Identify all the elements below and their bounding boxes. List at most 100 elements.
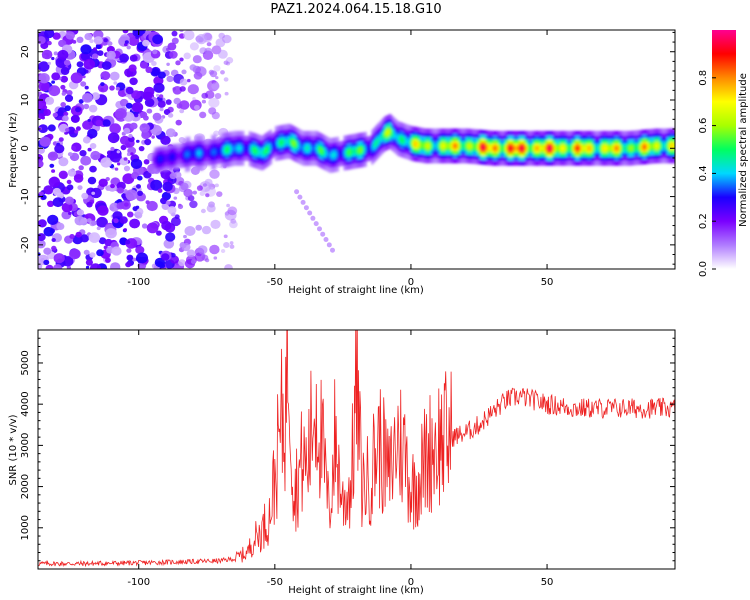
heatmap-cell <box>126 248 132 253</box>
heatmap-cell <box>80 81 87 87</box>
heatmap-cell <box>183 234 187 239</box>
heatmap-cell <box>503 145 506 151</box>
heatmap-cell <box>488 145 491 151</box>
heatmap-cell <box>132 257 137 262</box>
heatmap-cell <box>158 94 164 99</box>
heatmap-cell <box>220 249 226 253</box>
heatmap-cell <box>541 145 544 151</box>
heatmap-cell <box>117 187 124 194</box>
heatmap-cell <box>51 56 55 61</box>
heatmap-cell <box>127 211 134 218</box>
heatmap-cell <box>144 138 152 146</box>
heatmap-cell <box>168 155 171 160</box>
heatmap-cell <box>567 145 570 151</box>
heatmap-cell <box>225 147 228 153</box>
heatmap-cell <box>421 143 424 148</box>
heatmap-cell <box>229 244 235 249</box>
heatmap-cell <box>44 96 55 105</box>
heatmap-cell <box>287 138 291 144</box>
heatmap-cell <box>47 61 51 65</box>
heatmap-cell <box>58 39 67 48</box>
heatmap-cell <box>313 221 319 227</box>
heatmap-cell <box>150 68 160 77</box>
heatmap-cell <box>232 146 235 151</box>
heatmap-cell <box>198 37 204 43</box>
heatmap-cell <box>38 81 50 92</box>
heatmap-cell <box>223 234 228 239</box>
heatmap-cell <box>86 201 93 208</box>
heatmap-cell <box>75 126 81 131</box>
heatmap-cell <box>521 145 524 151</box>
heatmap-cell <box>38 147 45 154</box>
heatmap-cell <box>196 150 199 156</box>
heatmap-cell <box>160 156 163 162</box>
heatmap-cell <box>125 239 131 245</box>
heatmap-cell <box>297 143 300 149</box>
heatmap-cell <box>136 252 148 264</box>
x-tick-label: -50 <box>267 577 283 588</box>
heatmap-cell <box>399 136 402 142</box>
heatmap-cell <box>87 128 98 139</box>
heatmap-cell <box>120 144 127 151</box>
heatmap-cell <box>129 54 138 62</box>
heatmap-cell <box>110 262 121 269</box>
heatmap-cell <box>68 211 72 215</box>
heatmap-cell <box>130 122 138 130</box>
heatmap-cell <box>90 187 102 199</box>
heatmap-cell <box>227 147 230 152</box>
heatmap-cell <box>58 170 68 179</box>
heatmap-cell <box>81 192 89 200</box>
heatmap-cell <box>461 143 464 149</box>
heatmap-cell <box>224 211 230 216</box>
heatmap-cell <box>234 145 237 151</box>
heatmap-cell <box>156 93 160 97</box>
heatmap-cell <box>438 143 441 149</box>
heatmap-cell <box>192 97 196 101</box>
heatmap-cell <box>176 153 179 159</box>
heatmap-cell <box>181 69 187 75</box>
spectrogram-x-axis-label: Height of straight line (km) <box>288 285 424 296</box>
heatmap-cell <box>333 152 336 158</box>
heatmap-cell <box>163 155 166 161</box>
heatmap-cell <box>389 129 392 134</box>
heatmap-cell <box>307 145 310 151</box>
heatmap-cell <box>431 143 434 149</box>
heatmap-cell <box>366 146 369 152</box>
heatmap-cell <box>230 218 237 224</box>
heatmap-cell <box>183 188 193 198</box>
heatmap-cell <box>123 228 127 232</box>
heatmap-cell <box>546 145 549 151</box>
heatmap-cell <box>53 253 65 264</box>
heatmap-cell <box>170 154 173 160</box>
heatmap-cell <box>135 245 145 255</box>
heatmap-cell <box>310 215 316 221</box>
y-tick-label: 10 <box>20 94 31 107</box>
heatmap-cell <box>93 36 103 45</box>
heatmap-cell <box>145 66 153 74</box>
heatmap-cell <box>69 248 81 260</box>
y-tick-label: 4000 <box>20 391 31 416</box>
heatmap-cell <box>70 114 80 123</box>
heatmap-cell <box>131 171 139 179</box>
heatmap-cell <box>639 145 642 150</box>
heatmap-cell <box>229 220 238 229</box>
heatmap-cell <box>125 189 138 201</box>
heatmap-cell <box>117 162 121 166</box>
heatmap-cell <box>281 139 284 145</box>
heatmap-cell <box>523 145 526 151</box>
heatmap-cell <box>323 237 329 242</box>
heatmap-cell <box>103 38 108 43</box>
heatmap-cell <box>136 139 140 143</box>
heatmap-cell <box>205 193 210 198</box>
chart-title: PAZ1.2024.064.15.18.G10 <box>270 2 442 17</box>
heatmap-cell <box>200 208 206 214</box>
heatmap-cell <box>410 140 413 146</box>
heatmap-cell <box>449 143 452 149</box>
heatmap-cell <box>184 226 196 236</box>
heatmap-cell <box>48 85 61 97</box>
heatmap-cell <box>361 147 364 153</box>
heatmap-cell <box>93 47 97 51</box>
heatmap-cell <box>397 136 400 141</box>
heatmap-cell <box>612 145 616 151</box>
heatmap-cell <box>170 216 181 227</box>
